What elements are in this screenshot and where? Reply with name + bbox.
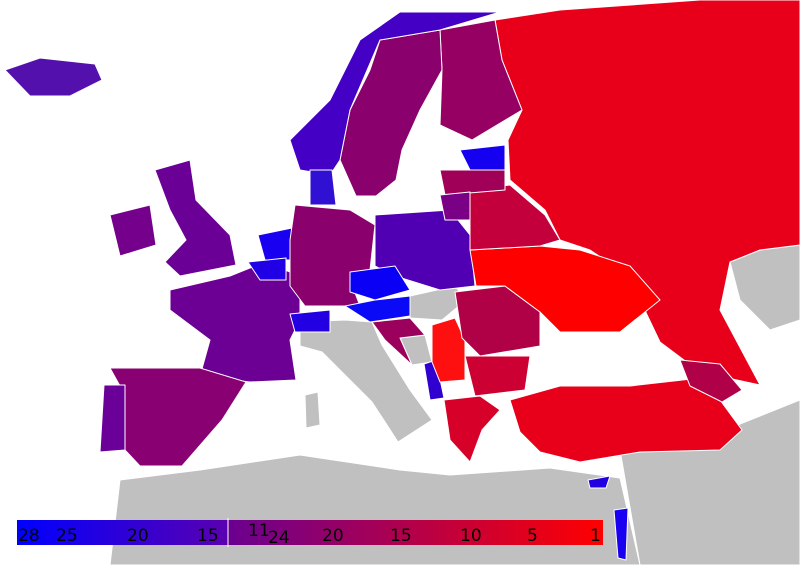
legend-label: 5	[527, 526, 538, 546]
country-switzerland	[289, 309, 331, 333]
country-czechia	[349, 265, 411, 301]
country-croatia	[371, 317, 426, 366]
country-caucasus	[679, 359, 743, 403]
country-lithuania	[439, 191, 471, 221]
country-belarus	[469, 184, 561, 251]
country-ukraine	[469, 245, 661, 333]
country-spain	[109, 367, 247, 467]
legend-label: 20	[322, 526, 344, 546]
italy	[299, 319, 433, 443]
country-austria	[344, 295, 411, 323]
legend-label: 25	[56, 526, 78, 546]
legend-label: 11	[248, 521, 270, 541]
legend-label: 15	[197, 526, 219, 546]
country-denmark	[309, 169, 337, 206]
country-turkey	[509, 377, 743, 463]
legend-label: 28	[18, 526, 40, 546]
legend-bar-left	[17, 520, 228, 545]
country-ireland	[109, 204, 157, 257]
country-bulgaria	[464, 355, 531, 397]
country-iceland	[4, 57, 103, 97]
legend-label: 1	[590, 526, 601, 546]
legend-label: 20	[127, 526, 149, 546]
country-latvia	[439, 169, 506, 196]
country-russia	[494, 0, 800, 386]
country-estonia	[459, 144, 506, 171]
country-netherlands	[257, 227, 293, 261]
legend: 28 25 20 15 11 24 20 15 10 5 1	[17, 518, 603, 548]
country-cyprus	[587, 475, 611, 489]
country-israel	[613, 507, 629, 561]
sardinia	[304, 391, 321, 429]
country-uk	[154, 159, 237, 277]
country-serbia	[431, 317, 466, 383]
country-belgium	[247, 257, 287, 281]
legend-bar-right	[228, 520, 603, 545]
legend-label: 24	[268, 528, 290, 548]
legend-label: 15	[390, 526, 412, 546]
legend-label: 10	[460, 526, 482, 546]
country-portugal	[99, 384, 126, 453]
country-greece	[443, 395, 501, 463]
country-finland	[439, 19, 523, 141]
countries	[4, 0, 800, 561]
north-africa	[109, 454, 641, 565]
